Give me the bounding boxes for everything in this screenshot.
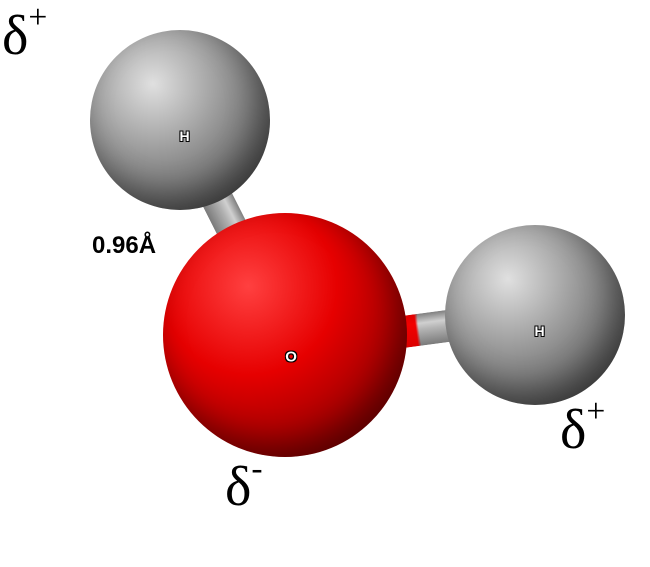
oxygen-atom (163, 213, 407, 457)
delta-plus-1: δ+ (2, 4, 47, 68)
delta-symbol: δ (560, 399, 586, 461)
delta-symbol: δ (225, 456, 251, 518)
hydrogen-atom-2 (445, 225, 625, 405)
water-molecule-diagram: H H O δ+ δ+ δ- 0.96Å (0, 0, 650, 567)
delta-symbol: δ (2, 5, 28, 67)
delta-minus: δ- (225, 455, 263, 519)
hydrogen-1-label: H (179, 128, 189, 144)
hydrogen-atom-1 (90, 30, 270, 210)
delta-plus-2: δ+ (560, 398, 605, 462)
plus-symbol: + (28, 0, 47, 36)
hydrogen-2-label: H (534, 323, 544, 339)
minus-symbol: - (251, 450, 262, 487)
plus-symbol: + (586, 393, 605, 430)
oxygen-label: O (285, 348, 297, 365)
bond-length-label: 0.96Å (92, 232, 156, 260)
